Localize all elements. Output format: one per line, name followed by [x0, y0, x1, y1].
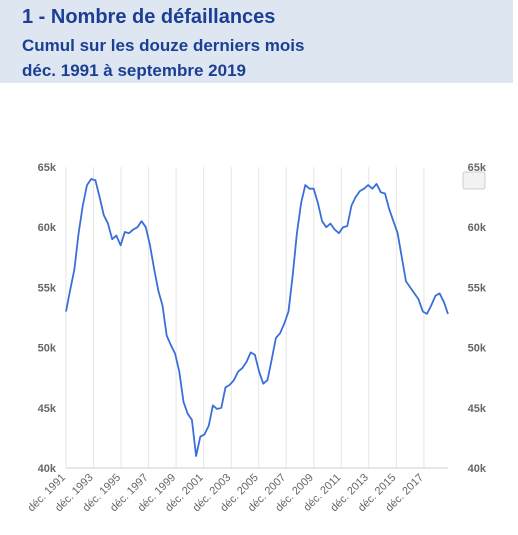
chart-header: 1 - Nombre de défaillances Cumul sur les…	[0, 0, 513, 83]
y-tick-label-right: 45k	[468, 403, 487, 415]
y-tick-label-right: 65k	[468, 162, 487, 174]
y-tick-label-right: 55k	[468, 282, 487, 294]
y-tick-label-left: 65k	[38, 162, 57, 174]
y-tick-label-left: 55k	[38, 282, 57, 294]
chart-subtitle-line-2: déc. 1991 à septembre 2019	[22, 61, 246, 80]
y-tick-label-left: 45k	[38, 403, 57, 415]
y-tick-label-left: 50k	[38, 343, 57, 355]
y-tick-label-right: 50k	[468, 343, 487, 355]
chart-title: 1 - Nombre de défaillances	[22, 6, 276, 28]
line-chart-area: 40k 40k 45k 45k 50k 50k 55k 55k 60k 60k 65k 65k déc.…	[0, 150, 518, 535]
series-line	[65, 178, 449, 457]
y-tick-label-right: 60k	[468, 222, 487, 234]
chart-menu-icon	[462, 171, 486, 190]
y-tick-label-left: 40k	[38, 463, 57, 475]
chart-subtitle-line-1: Cumul sur les douze derniers mois	[22, 36, 305, 55]
y-tick-label-right: 40k	[468, 463, 487, 475]
y-tick-label-left: 60k	[38, 222, 57, 234]
